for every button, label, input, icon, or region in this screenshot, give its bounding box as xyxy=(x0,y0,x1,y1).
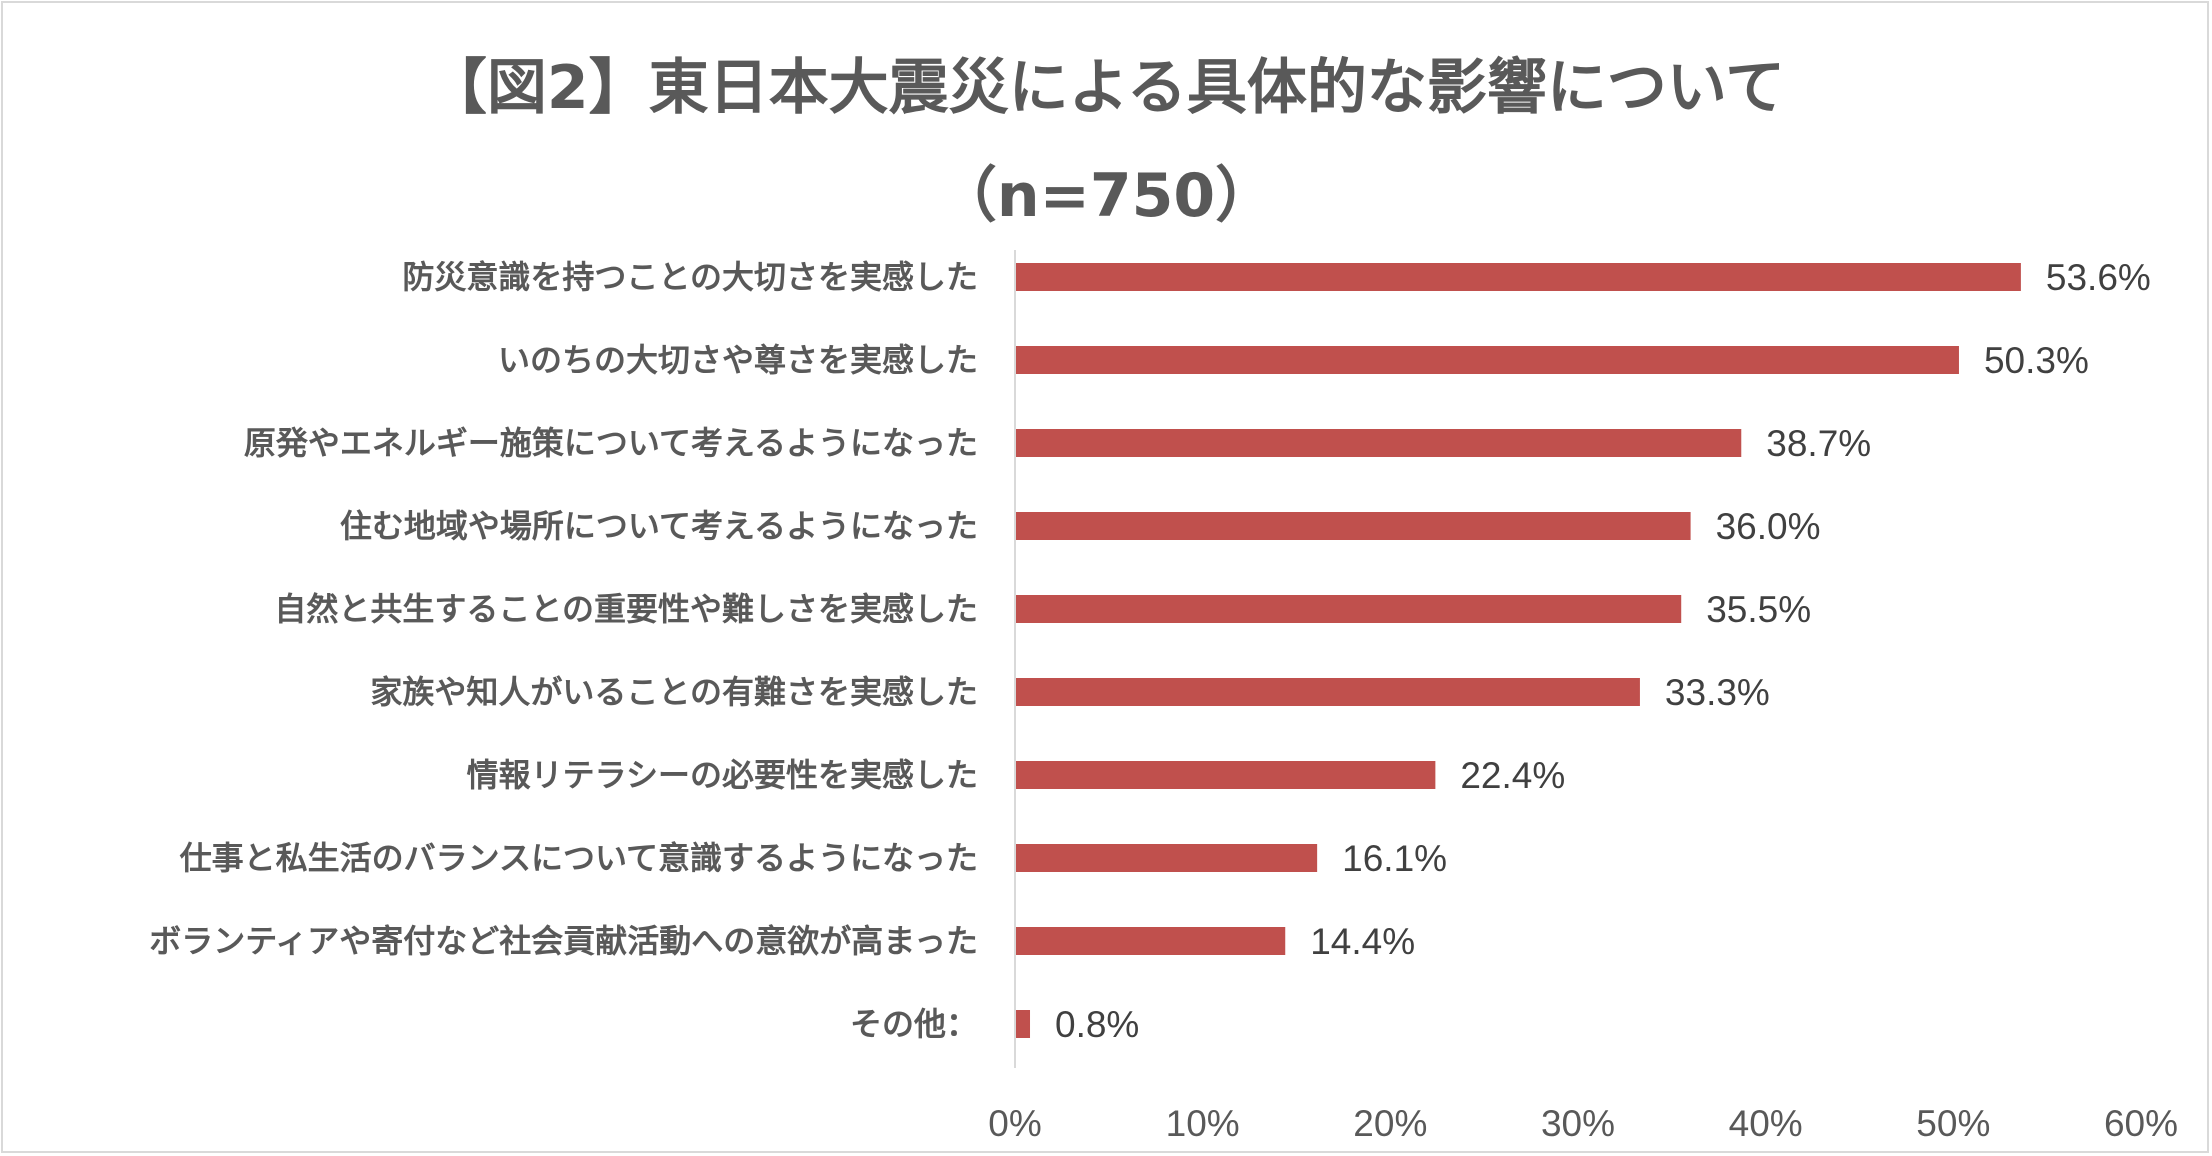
category-label: いのちの大切さや尊さを実感した xyxy=(498,341,978,379)
category-label: その他： xyxy=(850,1005,978,1043)
bar xyxy=(1016,678,1640,706)
x-tick-label: 30% xyxy=(1541,1103,1615,1144)
x-tick-label: 20% xyxy=(1353,1103,1427,1144)
category-label: 住む地域や場所について考えるようになった xyxy=(340,507,978,545)
bar xyxy=(1016,595,1682,623)
category-label: 情報リテラシーの必要性を実感した xyxy=(467,756,978,794)
bar xyxy=(1016,1010,1031,1038)
x-tick-label: 10% xyxy=(1166,1103,1240,1144)
data-label: 16.1% xyxy=(1342,838,1447,879)
data-label: 33.3% xyxy=(1665,672,1770,713)
bar xyxy=(1016,512,1691,540)
bar xyxy=(1016,429,1742,457)
bar xyxy=(1016,927,1286,955)
data-label: 22.4% xyxy=(1460,755,1565,796)
x-tick-label: 50% xyxy=(1916,1103,1990,1144)
bar xyxy=(1016,263,2021,291)
data-label: 38.7% xyxy=(1766,423,1871,464)
bar xyxy=(1016,346,1959,374)
category-label: ボランティアや寄付など社会貢献活動への意欲が高まった xyxy=(149,922,978,960)
category-label: 家族や知人がいることの有難さを実感した xyxy=(370,673,978,711)
bar xyxy=(1016,844,1318,872)
bar xyxy=(1016,761,1436,789)
chart-title: 【図2】東日本大震災による具体的な影響について xyxy=(426,53,1786,123)
data-label: 36.0% xyxy=(1716,506,1821,547)
data-label: 14.4% xyxy=(1310,921,1415,962)
chart-subtitle: （n=750） xyxy=(936,161,1276,231)
category-label: 自然と共生することの重要性や難しさを実感した xyxy=(274,590,978,628)
data-label: 35.5% xyxy=(1706,589,1811,630)
category-label: 仕事と私生活のバランスについて意識するようになった xyxy=(180,839,978,877)
x-tick-label: 60% xyxy=(2104,1103,2178,1144)
data-label: 0.8% xyxy=(1055,1004,1139,1045)
x-tick-label: 0% xyxy=(988,1103,1041,1144)
data-label: 53.6% xyxy=(2046,257,2151,298)
data-label: 50.3% xyxy=(1984,340,2089,381)
category-label: 防災意識を持つことの大切さを実感した xyxy=(402,258,978,296)
x-tick-label: 40% xyxy=(1729,1103,1803,1144)
category-label: 原発やエネルギー施策について考えるようになった xyxy=(244,424,978,462)
